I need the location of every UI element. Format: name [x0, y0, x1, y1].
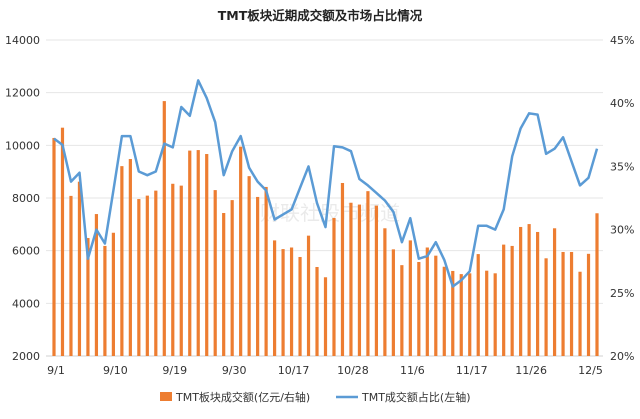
bar	[239, 147, 242, 356]
bar	[61, 128, 64, 356]
bar	[256, 197, 259, 356]
bar	[383, 228, 386, 356]
y-left-tick-label: 14000	[5, 34, 40, 47]
x-tick-label: 10/17	[278, 364, 310, 377]
x-tick-label: 9/1	[47, 364, 65, 377]
bar	[494, 273, 497, 356]
bar	[332, 218, 335, 356]
bar	[248, 176, 251, 356]
bar	[561, 252, 564, 356]
bar	[485, 271, 488, 356]
bar	[502, 245, 505, 356]
bar	[443, 267, 446, 356]
bar	[578, 272, 581, 356]
bar	[154, 191, 157, 356]
y-left-tick-label: 6000	[12, 245, 40, 258]
y-left-tick-label: 8000	[12, 192, 40, 205]
bar	[205, 154, 208, 356]
bar	[511, 246, 514, 356]
bar	[112, 233, 115, 356]
bar	[587, 254, 590, 356]
bar	[265, 187, 268, 356]
bar	[375, 206, 378, 356]
bar	[536, 232, 539, 356]
bar	[197, 150, 200, 356]
legend-swatch-bar	[160, 392, 172, 401]
bar	[392, 249, 395, 356]
y-right-tick-label: 30%	[610, 224, 634, 237]
x-tick-label: 11/26	[515, 364, 547, 377]
bar	[171, 184, 174, 356]
y-right-tick-label: 20%	[610, 350, 634, 363]
bar	[519, 227, 522, 356]
legend-label-line: TMT成交额占比(左轴)	[361, 390, 471, 404]
bar	[281, 249, 284, 356]
bar	[231, 200, 234, 356]
legend-label-bar: TMT板块成交额(亿元/右轴)	[175, 390, 310, 404]
bar	[409, 240, 412, 356]
bar	[180, 186, 183, 356]
bar	[595, 213, 598, 356]
bar	[78, 182, 81, 356]
bar	[163, 101, 166, 356]
bar	[528, 224, 531, 356]
x-tick-label: 12/5	[578, 364, 603, 377]
bar	[553, 228, 556, 356]
bar	[120, 166, 123, 356]
bar	[417, 262, 420, 356]
bar	[426, 248, 429, 356]
y-left-tick-label: 10000	[5, 139, 40, 152]
bar	[146, 196, 149, 356]
bar	[298, 257, 301, 356]
bar	[324, 277, 327, 356]
bar	[477, 254, 480, 356]
bar	[460, 274, 463, 356]
bar	[214, 190, 217, 356]
bar	[358, 205, 361, 356]
bar	[307, 236, 310, 356]
bar	[468, 273, 471, 356]
bar	[188, 151, 191, 356]
bar	[129, 159, 132, 356]
bar	[341, 183, 344, 356]
watermark: 财联社股市频道	[260, 201, 400, 225]
bar	[400, 265, 403, 356]
x-tick-label: 11/17	[456, 364, 488, 377]
y-left-tick-label: 4000	[12, 297, 40, 310]
bar	[137, 199, 140, 356]
y-right-tick-label: 35%	[610, 160, 634, 173]
chart-title: TMT板块近期成交额及市场占比情况	[218, 8, 423, 23]
bar	[315, 267, 318, 356]
x-tick-label: 11/6	[400, 364, 425, 377]
bar	[52, 138, 55, 356]
y-right-tick-label: 45%	[610, 34, 634, 47]
bar	[544, 258, 547, 356]
bar	[103, 246, 106, 356]
x-tick-label: 9/30	[222, 364, 247, 377]
y-right-tick-label: 40%	[610, 97, 634, 110]
bar	[434, 256, 437, 356]
bar	[69, 196, 72, 356]
legend: TMT板块成交额(亿元/右轴) TMT成交额占比(左轴)	[160, 390, 471, 404]
x-tick-label: 10/28	[337, 364, 369, 377]
y-right-tick-label: 25%	[610, 287, 634, 300]
bar	[290, 248, 293, 356]
bar	[349, 203, 352, 356]
y-left-tick-label: 2000	[12, 350, 40, 363]
x-tick-label: 9/19	[162, 364, 187, 377]
x-tick-label: 9/10	[103, 364, 128, 377]
y-left-tick-label: 12000	[5, 87, 40, 100]
bar	[366, 191, 369, 356]
bar	[222, 213, 225, 356]
bar	[570, 252, 573, 356]
bar	[273, 240, 276, 356]
share-line	[54, 80, 597, 286]
